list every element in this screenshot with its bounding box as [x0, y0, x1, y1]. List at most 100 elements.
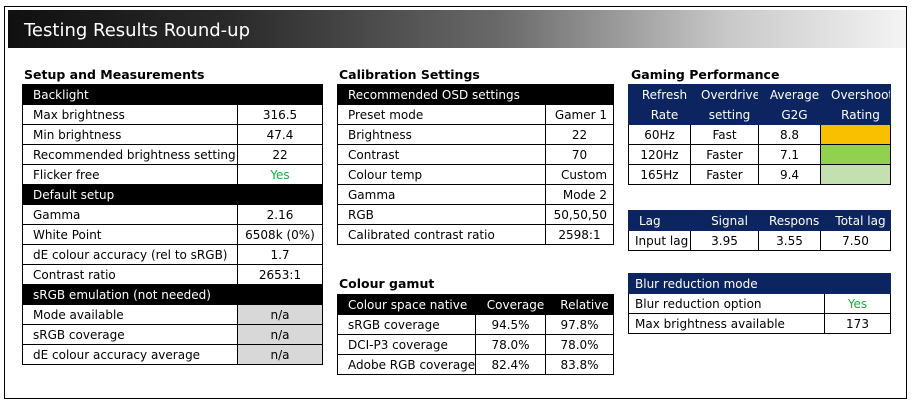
coverage-value: 94.5% — [475, 314, 546, 335]
srgb-emulation-header: sRGB emulation (not needed) — [21, 284, 324, 305]
table-row: dE colour accuracy average n/a — [22, 344, 324, 365]
blur-option-value: Yes — [824, 293, 891, 314]
flicker-free-value: Yes — [236, 164, 324, 185]
gaming-header-row-2: Rate setting G2G Rating — [628, 104, 891, 125]
row-label: sRGB coverage — [337, 314, 476, 335]
table-row: Max brightness available 173 — [628, 313, 891, 334]
relative-value: 97.8% — [545, 314, 614, 335]
overshoot-rating-swatch — [820, 164, 891, 185]
osd-header-row: Recommended OSD settings — [336, 84, 615, 105]
row-label: sRGB coverage — [22, 324, 238, 345]
row-label: Gamma — [337, 184, 546, 205]
row-value: 70 — [544, 144, 615, 165]
table-row: White Point 6508k (0%) — [22, 224, 324, 245]
osd-settings-header: Recommended OSD settings — [336, 84, 615, 105]
table-row: 60Hz Fast 8.8 — [628, 124, 891, 145]
table-row: dE colour accuracy (rel to sRGB) 1.7 — [22, 244, 324, 265]
relative-value: 78.0% — [545, 334, 614, 355]
row-label: Min brightness — [22, 124, 238, 145]
refresh-rate-header: Rate — [628, 104, 691, 125]
overshoot-rating-swatch — [820, 124, 891, 145]
overdrive-header: Overdrive — [690, 84, 759, 105]
table-row: Colour temp Custom — [337, 164, 615, 185]
table-row: 165Hz Faster 9.4 — [628, 164, 891, 185]
table-row: Contrast 70 — [337, 144, 615, 165]
table-row: Calibrated contrast ratio 2598:1 — [337, 224, 615, 245]
row-value: 50,50,50 — [544, 204, 615, 225]
row-value: 6508k (0%) — [236, 224, 324, 245]
row-label: DCI-P3 coverage — [337, 334, 476, 355]
table-row: DCI-P3 coverage 78.0% 78.0% — [337, 334, 614, 355]
gaming-header-row: Refresh Overdrive Average Overshoot — [628, 84, 891, 105]
response-value: 3.55 — [758, 230, 821, 251]
table-row: Min brightness 47.4 — [22, 124, 324, 145]
gamut-col-header: Coverage — [475, 294, 546, 315]
row-label: Contrast — [337, 144, 546, 165]
table-row: Mode available n/a — [22, 304, 324, 325]
table-row: Flicker free Yes — [22, 164, 324, 185]
blur-header-blank — [824, 273, 891, 294]
row-label: Mode available — [22, 304, 238, 325]
page-title: Testing Results Round-up — [24, 20, 251, 41]
gamut-col-header: Colour space native — [337, 294, 476, 315]
table-row: Input lag 3.95 3.55 7.50 — [628, 230, 891, 251]
row-label: Preset mode — [337, 104, 546, 125]
table-row: sRGB coverage n/a — [22, 324, 324, 345]
total-lag-value: 7.50 — [820, 230, 891, 251]
lag-header-row: Lag Signal Response Total lag — [628, 210, 891, 231]
calibrated-contrast-value: 2598:1 — [544, 224, 615, 245]
row-label: Recommended brightness setting — [22, 144, 238, 165]
relative-value: 83.8% — [545, 354, 614, 375]
signal-header: Signal — [690, 210, 759, 231]
overdrive-header: setting — [690, 104, 759, 125]
blur-table: Blur reduction mode Blur reduction optio… — [628, 273, 891, 334]
row-value: 173 — [824, 313, 891, 334]
gamut-section-title: Colour gamut — [339, 276, 435, 291]
row-value: n/a — [236, 344, 324, 365]
default-header-row: Default setup — [21, 184, 324, 205]
row-label: Colour temp — [337, 164, 546, 185]
gamut-table: Colour space native Coverage Relative sR… — [337, 294, 614, 375]
g2g-header: Average — [758, 84, 821, 105]
row-value: Gamer 1 — [544, 104, 615, 125]
row-label: Brightness — [337, 124, 546, 145]
row-value: 22 — [236, 144, 324, 165]
row-value: 47.4 — [236, 124, 324, 145]
title-banner: Testing Results Round-up — [8, 10, 906, 48]
table-row: Contrast ratio 2653:1 — [22, 264, 324, 285]
table-row: Adobe RGB coverage 82.4% 83.8% — [337, 354, 614, 375]
row-label: Max brightness available — [628, 313, 825, 334]
row-value: 316.5 — [236, 104, 324, 125]
blur-header-row: Blur reduction mode — [628, 273, 891, 294]
table-row: Gamma Mode 2 — [337, 184, 615, 205]
table-row: Max brightness 316.5 — [22, 104, 324, 125]
coverage-value: 78.0% — [475, 334, 546, 355]
lag-table: Lag Signal Response Total lag Input lag … — [628, 210, 891, 251]
row-label: Adobe RGB coverage — [337, 354, 476, 375]
row-label: Gamma — [22, 204, 238, 225]
table-row: 120Hz Faster 7.1 — [628, 144, 891, 165]
input-lag-label: Input lag — [628, 230, 691, 251]
refresh-rate-header: Refresh — [628, 84, 691, 105]
setup-table: Backlight Max brightness 316.5 Min brigh… — [21, 84, 324, 365]
row-value: Custom — [544, 164, 615, 185]
default-setup-header: Default setup — [21, 184, 324, 205]
overdrive-setting: Fast — [690, 124, 759, 145]
table-row: RGB 50,50,50 — [337, 204, 615, 225]
response-header: Response — [758, 210, 821, 231]
g2g-header: G2G — [758, 104, 821, 125]
calibrated-contrast-label: Calibrated contrast ratio — [337, 224, 546, 245]
lag-header: Lag — [628, 210, 691, 231]
gaming-table: Refresh Overdrive Average Overshoot Rate… — [628, 84, 891, 185]
row-value: 2.16 — [236, 204, 324, 225]
calibration-table: Recommended OSD settings Preset mode Gam… — [336, 84, 615, 245]
refresh-rate: 60Hz — [628, 124, 691, 145]
table-row: Blur reduction option Yes — [628, 293, 891, 314]
signal-value: 3.95 — [690, 230, 759, 251]
calibration-section-title: Calibration Settings — [339, 67, 480, 82]
row-value: 2653:1 — [236, 264, 324, 285]
backlight-header-row: Backlight — [21, 84, 324, 105]
overshoot-header: Rating — [820, 104, 891, 125]
row-value: Mode 2 — [544, 184, 615, 205]
row-label: dE colour accuracy average — [22, 344, 238, 365]
